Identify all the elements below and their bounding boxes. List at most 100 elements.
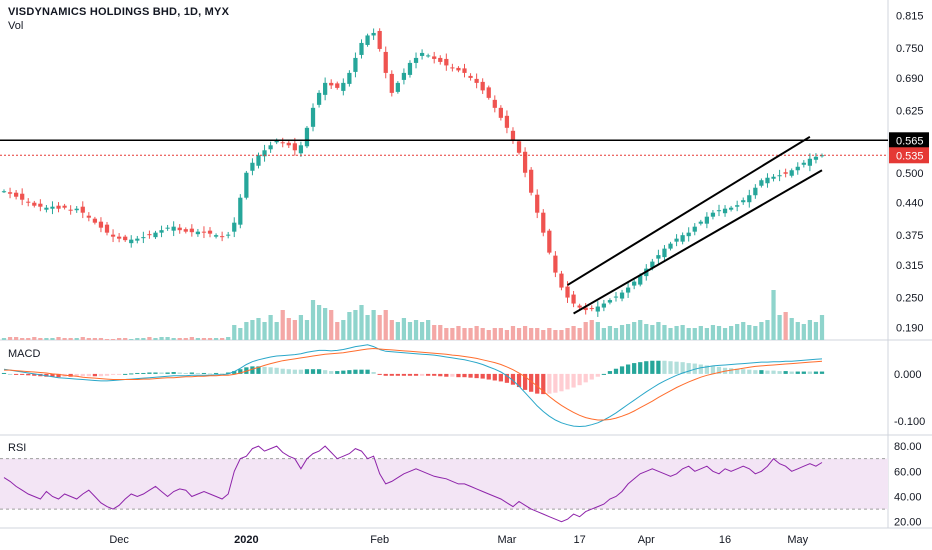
candle-body[interactable]: [244, 172, 249, 198]
candle-body[interactable]: [286, 142, 291, 146]
candle-body[interactable]: [407, 62, 413, 75]
candle-body[interactable]: [347, 72, 352, 84]
candle-body[interactable]: [256, 155, 261, 166]
candle-body[interactable]: [395, 82, 400, 92]
candle-body[interactable]: [426, 55, 431, 57]
candle-body[interactable]: [377, 30, 382, 49]
candle-body[interactable]: [728, 207, 734, 210]
candle-body[interactable]: [619, 292, 625, 299]
candle-body[interactable]: [50, 206, 55, 209]
candle-body[interactable]: [68, 209, 73, 211]
candle-body[interactable]: [98, 221, 104, 228]
candle-body[interactable]: [468, 75, 473, 78]
candle-body[interactable]: [668, 243, 673, 249]
candle-body[interactable]: [123, 236, 128, 241]
candle-body[interactable]: [171, 226, 176, 231]
candle-body[interactable]: [553, 255, 558, 273]
candle-body[interactable]: [232, 222, 237, 232]
candle-body[interactable]: [280, 142, 285, 144]
trend-channel-lower[interactable]: [573, 169, 823, 315]
candle-body[interactable]: [698, 221, 703, 224]
candle-body[interactable]: [650, 261, 655, 268]
candle-body[interactable]: [456, 67, 461, 71]
candle-body[interactable]: [692, 226, 697, 232]
candle-body[interactable]: [686, 232, 691, 237]
candle-body[interactable]: [535, 194, 540, 213]
candle-body[interactable]: [486, 87, 491, 98]
candle-body[interactable]: [480, 81, 485, 91]
candle-body[interactable]: [292, 143, 297, 151]
candle-body[interactable]: [104, 224, 110, 233]
candle-body[interactable]: [383, 51, 388, 73]
candle-body[interactable]: [765, 177, 770, 184]
candle-body[interactable]: [801, 162, 806, 165]
candle-body[interactable]: [577, 305, 582, 308]
candle-body[interactable]: [662, 248, 667, 258]
candle-body[interactable]: [710, 212, 716, 217]
candle-body[interactable]: [595, 306, 600, 312]
candle-body[interactable]: [26, 201, 31, 203]
candle-body[interactable]: [371, 32, 376, 36]
candle-body[interactable]: [213, 235, 219, 237]
candle-body[interactable]: [44, 207, 49, 210]
candle-body[interactable]: [613, 296, 619, 298]
candle-body[interactable]: [559, 273, 564, 288]
candle-body[interactable]: [571, 294, 576, 304]
candle-body[interactable]: [813, 156, 819, 160]
candle-body[interactable]: [298, 145, 304, 154]
candle-body[interactable]: [238, 197, 243, 225]
candle-body[interactable]: [444, 58, 449, 66]
candle-body[interactable]: [359, 42, 364, 55]
candle-body[interactable]: [129, 239, 134, 244]
candle-body[interactable]: [753, 187, 758, 196]
candle-body[interactable]: [13, 192, 19, 197]
candle-body[interactable]: [365, 35, 370, 45]
candle-body[interactable]: [141, 237, 146, 239]
candle-body[interactable]: [62, 205, 67, 208]
candle-body[interactable]: [638, 275, 643, 285]
candle-body[interactable]: [795, 166, 800, 171]
candle-body[interactable]: [735, 205, 740, 207]
candle-body[interactable]: [510, 130, 516, 141]
candle-body[interactable]: [147, 234, 152, 236]
candle-body[interactable]: [159, 230, 164, 233]
candle-body[interactable]: [335, 83, 340, 88]
candle-body[interactable]: [117, 236, 122, 239]
candle-body[interactable]: [195, 231, 201, 235]
candle-body[interactable]: [541, 212, 546, 233]
candle-body[interactable]: [789, 170, 794, 176]
candle-body[interactable]: [716, 210, 722, 212]
candle-body[interactable]: [498, 107, 503, 118]
candle-body[interactable]: [110, 234, 116, 237]
candle-body[interactable]: [86, 215, 91, 218]
candle-body[interactable]: [92, 218, 98, 223]
candle-body[interactable]: [341, 82, 346, 91]
candle-body[interactable]: [304, 127, 310, 147]
candle-body[interactable]: [492, 99, 497, 108]
candle-body[interactable]: [20, 193, 25, 200]
candle-body[interactable]: [474, 78, 479, 83]
candle-body[interactable]: [226, 234, 231, 236]
candle-body[interactable]: [722, 208, 728, 214]
candles-layer[interactable]: [1, 28, 825, 317]
candle-body[interactable]: [135, 238, 140, 241]
candle-body[interactable]: [177, 227, 182, 231]
candle-body[interactable]: [547, 230, 552, 253]
candle-body[interactable]: [656, 255, 661, 259]
candle-body[interactable]: [201, 231, 207, 233]
candle-body[interactable]: [56, 205, 61, 209]
candle-body[interactable]: [438, 57, 443, 62]
candle-body[interactable]: [680, 235, 685, 242]
candle-body[interactable]: [522, 151, 528, 173]
candle-body[interactable]: [759, 180, 764, 186]
candle-body[interactable]: [565, 286, 570, 298]
candle-body[interactable]: [674, 238, 679, 242]
candle-body[interactable]: [165, 227, 170, 229]
candle-body[interactable]: [74, 208, 79, 211]
candle-body[interactable]: [516, 141, 522, 153]
candle-body[interactable]: [504, 115, 510, 128]
candle-body[interactable]: [462, 68, 467, 73]
candle-body[interactable]: [747, 195, 752, 203]
candle-body[interactable]: [807, 158, 813, 166]
